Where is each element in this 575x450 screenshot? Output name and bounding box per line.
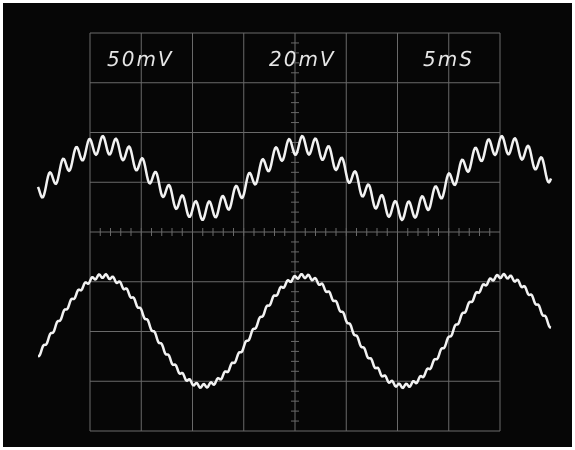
timebase-label: 5mS xyxy=(423,47,474,71)
oscilloscope-display xyxy=(36,32,553,432)
graticule xyxy=(89,32,501,432)
channel-2-trace xyxy=(37,272,552,390)
channel-1-trace xyxy=(36,134,553,222)
ch2-volts-per-div-label: 20mV xyxy=(269,47,336,71)
ch1-volts-per-div-label: 50mV xyxy=(107,47,174,71)
oscilloscope-screen: 50mV 20mV 5mS xyxy=(3,3,572,447)
